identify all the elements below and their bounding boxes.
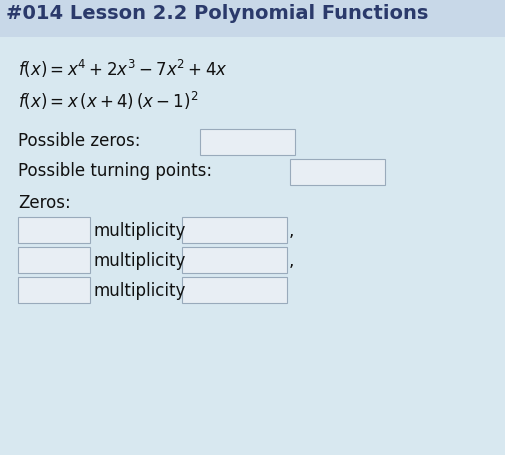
Text: Zeros:: Zeros: bbox=[18, 193, 71, 212]
Text: multiplicity: multiplicity bbox=[94, 222, 186, 239]
FancyBboxPatch shape bbox=[0, 0, 505, 38]
Text: multiplicity: multiplicity bbox=[94, 281, 186, 299]
Text: Possible zeros:: Possible zeros: bbox=[18, 131, 140, 150]
FancyBboxPatch shape bbox=[18, 278, 90, 303]
Text: ,: , bbox=[288, 222, 294, 239]
Text: multiplicity: multiplicity bbox=[94, 252, 186, 269]
Text: ,: , bbox=[288, 252, 294, 269]
Text: Possible turning points:: Possible turning points: bbox=[18, 162, 212, 180]
FancyBboxPatch shape bbox=[182, 248, 286, 273]
Text: $f(x) = x\,(x + 4)\,(x - 1)^2$: $f(x) = x\,(x + 4)\,(x - 1)^2$ bbox=[18, 90, 198, 112]
FancyBboxPatch shape bbox=[182, 217, 286, 243]
FancyBboxPatch shape bbox=[182, 278, 286, 303]
FancyBboxPatch shape bbox=[18, 217, 90, 243]
FancyBboxPatch shape bbox=[199, 130, 294, 156]
FancyBboxPatch shape bbox=[289, 160, 384, 186]
Text: $f(x) = x^4 + 2x^3 - 7x^2 + 4x$: $f(x) = x^4 + 2x^3 - 7x^2 + 4x$ bbox=[18, 58, 227, 80]
FancyBboxPatch shape bbox=[18, 248, 90, 273]
Text: #014 Lesson 2.2 Polynomial Functions: #014 Lesson 2.2 Polynomial Functions bbox=[6, 4, 428, 23]
